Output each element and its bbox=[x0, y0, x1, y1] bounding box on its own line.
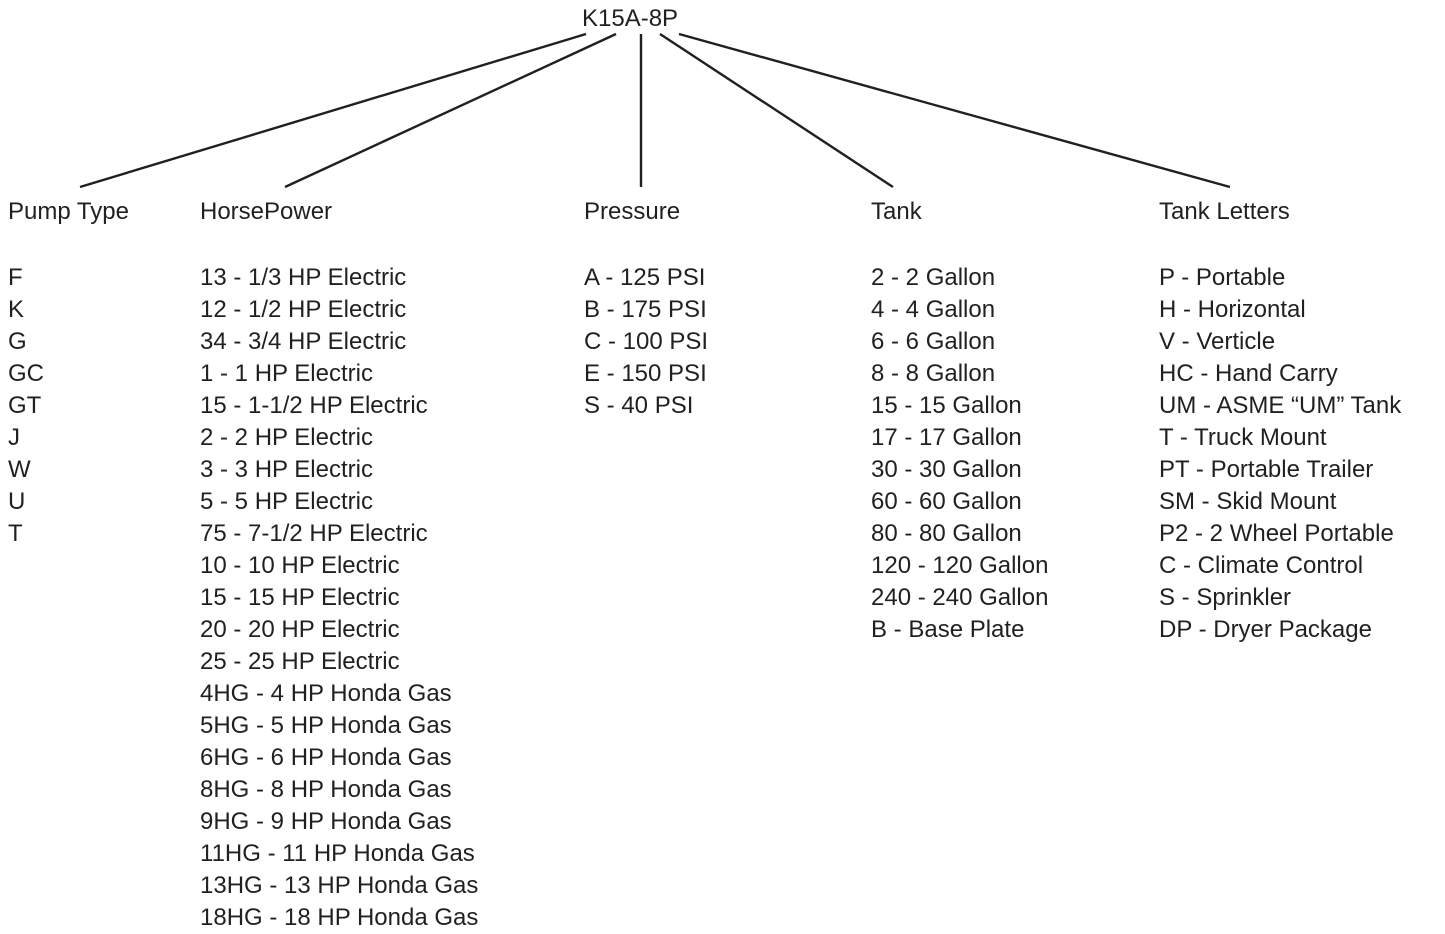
column-tank-letters: Tank Letters P - Portable H - Horizontal V… bbox=[1159, 198, 1401, 646]
list-item: V - Verticle bbox=[1159, 328, 1276, 355]
list-item: 15 - 15 HP Electric bbox=[200, 584, 400, 611]
list-item: S - 40 PSI bbox=[584, 392, 694, 419]
list-item: H - Horizontal bbox=[1159, 296, 1306, 323]
list-item: P - Portable bbox=[1159, 264, 1286, 291]
list-item: 4HG - 4 HP Honda Gas bbox=[200, 680, 452, 707]
tank-letters-list: P - Portable H - Horizontal V - Verticle HC… bbox=[1159, 262, 1401, 646]
list-item: 75 - 7-1/2 HP Electric bbox=[200, 520, 428, 547]
pump-type-list: F K G GC GT J W U T bbox=[8, 262, 129, 550]
column-header-pressure: Pressure bbox=[584, 198, 681, 225]
column-pump-type: Pump Type F K G GC GT J W U T bbox=[8, 198, 129, 550]
list-item: F bbox=[8, 264, 23, 291]
column-header-tank: Tank bbox=[871, 198, 922, 225]
list-item: 10 - 10 HP Electric bbox=[200, 552, 400, 579]
list-item: C - 100 PSI bbox=[584, 328, 709, 355]
list-item: K bbox=[8, 296, 25, 323]
list-item: A - 125 PSI bbox=[584, 264, 706, 291]
list-item: W bbox=[8, 456, 31, 483]
column-tank: Tank 2 - 2 Gallon 4 - 4 Gallon 6 - 6 Gallo… bbox=[871, 198, 1048, 646]
list-item: 240 - 240 Gallon bbox=[871, 584, 1049, 611]
list-item: 17 - 17 Gallon bbox=[871, 424, 1022, 451]
column-header-horsepower: HorsePower bbox=[200, 198, 333, 225]
list-item: 11HG - 11 HP Honda Gas bbox=[200, 840, 475, 867]
list-item: 34 - 3/4 HP Electric bbox=[200, 328, 407, 355]
list-item: S - Sprinkler bbox=[1159, 584, 1292, 611]
model-code-label: K15A-8P bbox=[582, 5, 679, 32]
list-item: 6 - 6 Gallon bbox=[871, 328, 996, 355]
list-item: T bbox=[8, 520, 23, 547]
horsepower-list: 13 - 1/3 HP Electric 12 - 1/2 HP Electric… bbox=[200, 262, 478, 934]
list-item: 5HG - 5 HP Honda Gas bbox=[200, 712, 452, 739]
list-item: 2 - 2 HP Electric bbox=[200, 424, 373, 451]
list-item: 15 - 15 Gallon bbox=[871, 392, 1022, 419]
pressure-list: A - 125 PSI B - 175 PSI C - 100 PSI E - 150… bbox=[584, 262, 708, 422]
column-header-pump-type: Pump Type bbox=[8, 198, 129, 225]
list-item: 4 - 4 Gallon bbox=[871, 296, 996, 323]
tank-list: 2 - 2 Gallon 4 - 4 Gallon 6 - 6 Gallon 8 - … bbox=[871, 262, 1048, 646]
connector-tank-letters bbox=[678, 32, 1231, 189]
list-item: 3 - 3 HP Electric bbox=[200, 456, 373, 483]
list-item: 8HG - 8 HP Honda Gas bbox=[200, 776, 452, 803]
list-item: GC bbox=[8, 360, 44, 387]
list-item: E - 150 PSI bbox=[584, 360, 707, 387]
connector-tank bbox=[659, 32, 894, 189]
column-header-tank-letters: Tank Letters bbox=[1159, 198, 1290, 225]
list-item: 80 - 80 Gallon bbox=[871, 520, 1022, 547]
list-item: DP - Dryer Package bbox=[1159, 616, 1372, 643]
list-item: 13HG - 13 HP Honda Gas bbox=[200, 872, 479, 899]
list-item: HC - Hand Carry bbox=[1159, 360, 1338, 387]
list-item: 6HG - 6 HP Honda Gas bbox=[200, 744, 452, 771]
list-item: 60 - 60 Gallon bbox=[871, 488, 1022, 515]
list-item: 18HG - 18 HP Honda Gas bbox=[200, 904, 479, 931]
list-item: 12 - 1/2 HP Electric bbox=[200, 296, 407, 323]
list-item: P2 - 2 Wheel Portable bbox=[1159, 520, 1394, 547]
list-item: GT bbox=[8, 392, 42, 419]
list-item: B - Base Plate bbox=[871, 616, 1025, 643]
list-item: 9HG - 9 HP Honda Gas bbox=[200, 808, 452, 835]
list-item: J bbox=[8, 424, 20, 451]
list-item: C - Climate Control bbox=[1159, 552, 1364, 579]
list-item: U bbox=[8, 488, 26, 515]
column-pressure: Pressure A - 125 PSI B - 175 PSI C - 100 P… bbox=[584, 198, 708, 422]
list-item: 2 - 2 Gallon bbox=[871, 264, 996, 291]
list-item: 120 - 120 Gallon bbox=[871, 552, 1049, 579]
list-item: T - Truck Mount bbox=[1159, 424, 1327, 451]
list-item: 30 - 30 Gallon bbox=[871, 456, 1022, 483]
list-item: 1 - 1 HP Electric bbox=[200, 360, 373, 387]
list-item: 8 - 8 Gallon bbox=[871, 360, 996, 387]
connector-horsepower bbox=[284, 32, 617, 189]
list-item: G bbox=[8, 328, 27, 355]
list-item: SM - Skid Mount bbox=[1159, 488, 1337, 515]
list-item: 13 - 1/3 HP Electric bbox=[200, 264, 407, 291]
list-item: 25 - 25 HP Electric bbox=[200, 648, 400, 675]
list-item: UM - ASME “UM” Tank bbox=[1159, 392, 1402, 419]
column-horsepower: HorsePower 13 - 1/3 HP Electric 12 - 1/2 … bbox=[200, 198, 478, 934]
list-item: 20 - 20 HP Electric bbox=[200, 616, 400, 643]
list-item: 15 - 1-1/2 HP Electric bbox=[200, 392, 428, 419]
list-item: B - 175 PSI bbox=[584, 296, 707, 323]
list-item: 5 - 5 HP Electric bbox=[200, 488, 373, 515]
list-item: PT - Portable Trailer bbox=[1159, 456, 1374, 483]
connector-pump-type bbox=[79, 32, 587, 189]
